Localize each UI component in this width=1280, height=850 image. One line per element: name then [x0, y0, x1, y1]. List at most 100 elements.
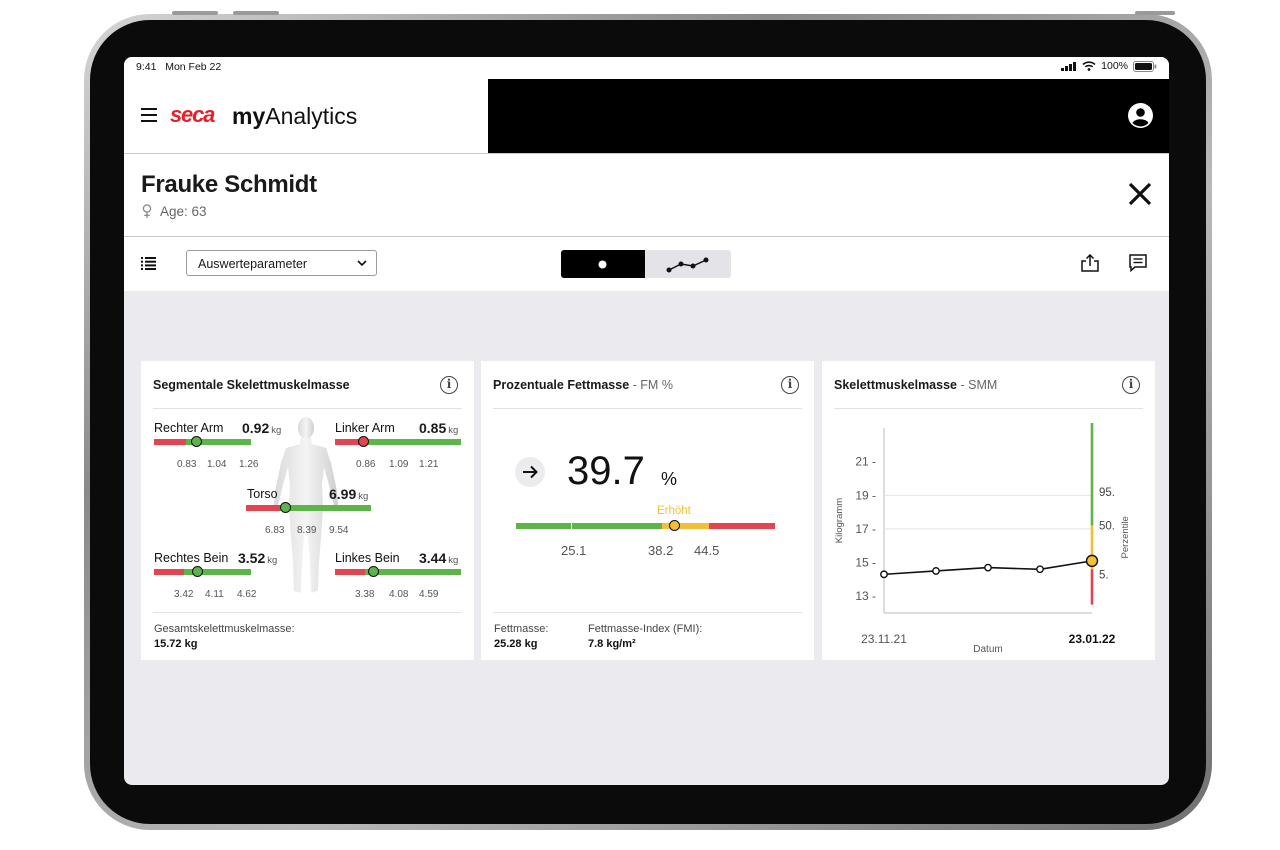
range-bar-normal	[280, 505, 371, 511]
user-account-icon[interactable]	[1128, 103, 1153, 128]
left-arm-value: 0.85	[419, 420, 447, 436]
left-arm-label: Linker Arm	[335, 421, 395, 435]
info-icon[interactable]: i	[440, 376, 458, 394]
smm-line-chart: 13 - 15 - 17 - 19 - 21 - Kilogramm Perzentile D…	[834, 423, 1131, 655]
toolbar: Auswerteparameter	[124, 237, 1169, 291]
trend-arrow-icon	[515, 457, 545, 487]
info-icon[interactable]: i	[781, 376, 799, 394]
signal-icon	[1061, 61, 1077, 71]
right-arm-label: Rechter Arm	[154, 421, 224, 435]
tick-label: 25.1	[561, 543, 587, 558]
tick-label: 44.5	[694, 543, 720, 558]
status-date: Mon Feb 22	[165, 61, 222, 73]
value-marker	[192, 566, 203, 577]
patient-age: Age: 63	[160, 204, 207, 219]
y-axis-label: Kilogramm	[834, 498, 845, 543]
range-bar-low	[335, 569, 365, 575]
tick-label: 1.26	[239, 459, 259, 470]
divider	[153, 408, 462, 409]
percentile-label: 50.	[1099, 521, 1115, 533]
value-marker	[191, 436, 202, 447]
tick-label: 1.04	[207, 459, 227, 470]
range-bar-high	[709, 523, 775, 529]
close-icon[interactable]	[1128, 182, 1152, 206]
data-point	[984, 563, 992, 572]
trend-view-toggle[interactable]	[645, 250, 731, 278]
tick-label: 1.09	[389, 459, 409, 470]
list-icon[interactable]	[141, 257, 156, 270]
app-header: seca myAnalytics	[124, 79, 488, 153]
trend-line-icon	[666, 257, 709, 273]
fmi-value: 7.8 kg/m²	[588, 638, 636, 650]
volume-button	[233, 11, 279, 15]
power-button	[1135, 11, 1175, 15]
brand-logo: seca	[170, 102, 215, 127]
range-bar-normal	[184, 569, 251, 575]
percentile-axis-label: Perzentile	[1120, 516, 1131, 558]
fat-percent-unit: %	[661, 469, 678, 489]
tick-label: 3.42	[174, 589, 194, 600]
battery-icon	[1133, 60, 1157, 72]
x-tick-label: 23.11.21	[861, 632, 907, 646]
data-point	[880, 570, 888, 579]
tick-label: 9.54	[329, 525, 349, 536]
torso-label: Torso	[247, 487, 278, 501]
torso-value: 6.99	[329, 486, 357, 502]
fat-mass-label: Fettmasse:	[494, 623, 549, 635]
divider	[493, 612, 802, 613]
y-tick-label: 17 -	[855, 522, 876, 536]
data-point	[1036, 565, 1044, 574]
battery-percent: 100%	[1101, 60, 1128, 72]
data-point	[932, 567, 940, 575]
share-icon[interactable]	[1081, 254, 1099, 272]
percentile-label: 95.	[1099, 487, 1115, 499]
fat-mass-value: 25.28 kg	[494, 638, 538, 650]
left-leg-label: Linkes Bein	[335, 551, 400, 565]
divider	[493, 408, 802, 409]
tick-label: 3.38	[355, 589, 375, 600]
y-tick-label: 13 -	[855, 589, 876, 603]
tick-label: 4.62	[237, 589, 257, 600]
range-bar-low	[154, 439, 186, 445]
range-bar-elevated	[662, 523, 709, 529]
menu-icon[interactable]	[141, 108, 157, 122]
tick-label: 1.21	[419, 459, 439, 470]
parameter-select[interactable]: Auswerteparameter	[186, 250, 377, 276]
tick-label: 38.2	[648, 543, 674, 558]
y-tick-label: 21 -	[855, 455, 876, 469]
status-bar: 9:41 Mon Feb 22 100%	[124, 57, 1169, 79]
range-bar-low	[154, 569, 184, 575]
female-icon	[142, 204, 152, 218]
total-smm-value: 15.72 kg	[154, 638, 198, 650]
tick-label: 4.59	[419, 589, 439, 600]
x-tick-label: 23.01.22	[1069, 632, 1116, 646]
divider	[153, 612, 462, 613]
value-marker	[358, 436, 369, 447]
y-tick-label: 15 -	[855, 556, 876, 570]
tick-label: 4.11	[205, 589, 224, 600]
divider	[834, 408, 1143, 409]
left-leg-value: 3.44	[419, 550, 447, 566]
tick-label: 8.39	[297, 525, 317, 536]
wifi-icon	[1082, 61, 1096, 71]
single-view-toggle[interactable]	[561, 250, 645, 278]
data-point	[1085, 554, 1099, 568]
info-icon[interactable]: i	[1122, 376, 1140, 394]
patient-name: Frauke Schmidt	[141, 171, 317, 198]
fat-percent-value: 39.7	[567, 449, 645, 493]
tick-label: 4.08	[389, 589, 409, 600]
card-title: Segmentale Skelettmuskelmasse	[153, 378, 350, 392]
card-title: Prozentuale Fettmasse - FM %	[493, 378, 673, 392]
card-title: Skelettmuskelmasse - SMM	[834, 378, 998, 392]
dot-icon	[598, 260, 607, 269]
value-marker	[368, 566, 379, 577]
right-leg-value: 3.52	[238, 550, 266, 566]
range-bar-low	[246, 505, 280, 511]
segmental-muscle-card: Segmentale Skelettmuskelmasse i Rechter …	[141, 361, 474, 660]
header-dark-panel	[488, 79, 1169, 153]
comment-icon[interactable]	[1129, 254, 1147, 272]
parameter-select-value: Auswerteparameter	[198, 257, 308, 271]
value-marker	[669, 520, 680, 531]
tick-label: 0.83	[177, 459, 197, 470]
body-figure-icon	[274, 417, 338, 593]
